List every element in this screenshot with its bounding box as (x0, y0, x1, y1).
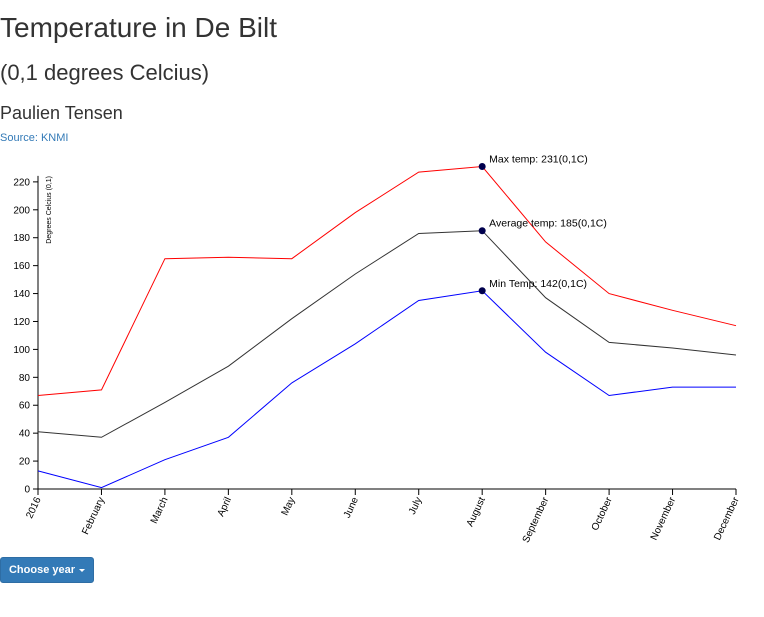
x-tick-label: June (342, 495, 361, 520)
x-tick-label: December (712, 495, 742, 542)
y-tick-label: 140 (13, 289, 30, 300)
annotation-label-max: Max temp: 231(0,1C) (489, 154, 588, 166)
caret-down-icon (79, 568, 86, 572)
choose-year-label: Choose year (8, 564, 76, 576)
annotation-marker-min (478, 287, 486, 295)
y-axis-label: Degrees Celcius (0,1) (46, 176, 53, 244)
y-tick-label: 160 (13, 261, 30, 272)
annotation-marker-max (478, 163, 486, 171)
x-tick-label: March (149, 496, 171, 526)
series-line-avg (37, 230, 737, 438)
x-tick-label: May (280, 496, 298, 518)
y-tick-label: 100 (13, 345, 30, 356)
y-tick-label: 40 (19, 429, 31, 440)
annotation-marker-avg (478, 227, 486, 235)
choose-year-button[interactable]: Choose year (0, 557, 94, 583)
annotation-label-avg: Average temp: 185(0,1C) (489, 218, 607, 230)
x-tick-label: October (590, 495, 615, 532)
y-tick-label: 60 (19, 401, 31, 412)
page-title: Temperature in De Bilt (0, 12, 278, 43)
x-tick-label: November (649, 495, 679, 542)
page-subtitle: (0,1 degrees Celcius) (0, 60, 210, 85)
series-line-min (37, 290, 736, 489)
x-tick-label: April (216, 496, 234, 519)
source-link[interactable]: Source: KNMI (0, 132, 69, 144)
series-line-max (37, 165, 737, 396)
y-tick-label: 80 (19, 373, 31, 384)
y-tick-label: 120 (13, 317, 30, 328)
x-tick-label: September (521, 495, 552, 545)
y-tick-label: 0 (24, 485, 30, 496)
x-tick-label: July (407, 496, 424, 517)
author-name: Paulien Tensen (0, 103, 123, 123)
x-tick-label: August (465, 495, 488, 528)
y-tick-label: 180 (13, 233, 30, 244)
annotation-label-min: Min Temp: 142(0,1C) (489, 278, 587, 290)
y-tick-label: 20 (19, 457, 31, 468)
x-tick-label: 2016 (24, 495, 44, 520)
x-tick-label: February (80, 496, 107, 537)
y-tick-label: 220 (13, 177, 30, 188)
y-tick-label: 200 (13, 205, 30, 216)
